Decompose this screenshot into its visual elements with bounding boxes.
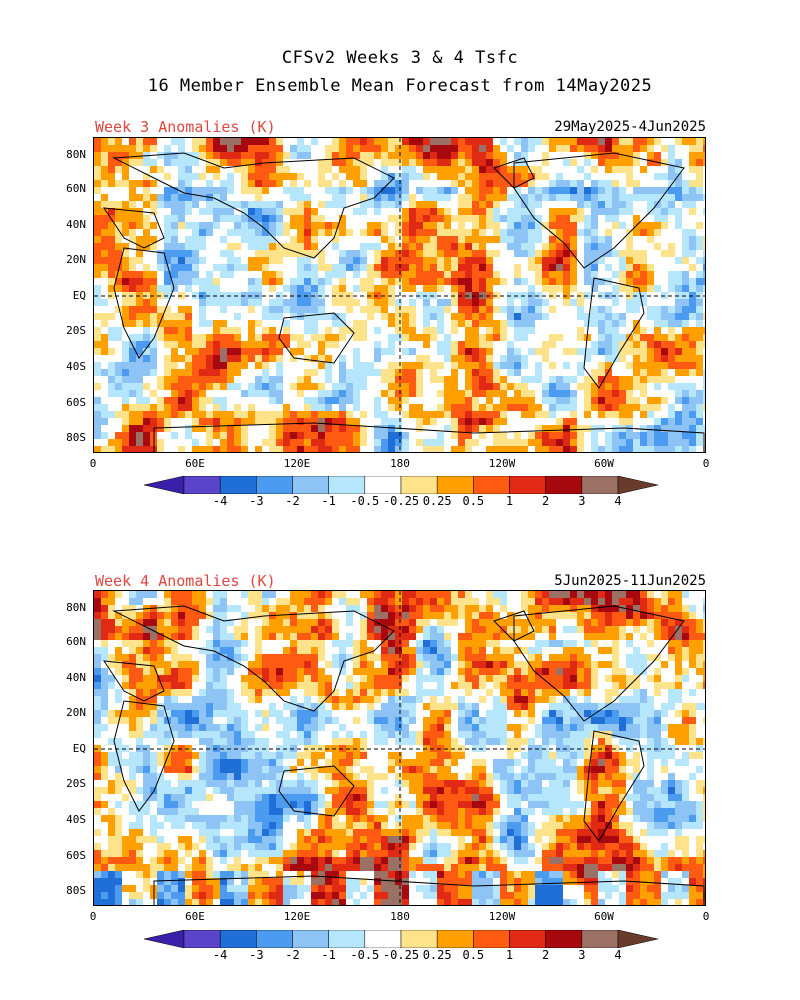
colorbar-tick-label: -4 bbox=[212, 948, 228, 962]
lon-tick-label: 0 bbox=[702, 910, 710, 923]
colorbar-swatch bbox=[509, 476, 546, 494]
title-line-2: 16 Member Ensemble Mean Forecast from 14… bbox=[147, 76, 653, 96]
colorbar-swatch bbox=[256, 930, 293, 948]
colorbar-swatch bbox=[581, 930, 619, 948]
colorbar-swatch bbox=[473, 930, 510, 948]
colorbar-tick-label: 1 bbox=[505, 494, 514, 508]
lat-tick-label: 80S bbox=[66, 431, 86, 444]
colorbar-swatch bbox=[436, 930, 474, 948]
lat-tick-label: 40S bbox=[66, 360, 86, 373]
colorbar-tick-label: 1 bbox=[505, 948, 514, 962]
lat-tick-label: EQ bbox=[72, 289, 86, 302]
colorbar-swatch bbox=[183, 930, 221, 948]
week3-panel-label: Week 3 Anomalies (K) bbox=[95, 118, 276, 136]
lon-tick-label: 180 bbox=[390, 910, 410, 923]
lat-tick-label: 20S bbox=[66, 324, 86, 337]
colorbar-swatch bbox=[256, 476, 293, 494]
colorbar-tick-label: 4 bbox=[614, 948, 622, 962]
colorbar-swatch bbox=[292, 476, 329, 494]
lat-tick-label: 20N bbox=[66, 253, 86, 266]
lon-tick-label: 180 bbox=[390, 457, 410, 470]
colorbar-tick-label: -3 bbox=[249, 494, 264, 508]
colorbar-tick-label: -1 bbox=[321, 948, 336, 962]
week4-colorbar bbox=[144, 930, 658, 948]
lon-tick-label: 120E bbox=[283, 457, 311, 470]
lon-tick-label: 60W bbox=[594, 457, 614, 470]
colorbar-tick-label: 2 bbox=[542, 948, 550, 962]
lat-tick-label: 80N bbox=[66, 601, 86, 614]
colorbar-swatch bbox=[545, 930, 583, 948]
lat-tick-label: 60N bbox=[66, 635, 86, 648]
colorbar-tick-label: 0.5 bbox=[462, 948, 485, 962]
colorbar-swatch bbox=[328, 930, 366, 948]
week4-panel-dates: 5Jun2025-11Jun2025 bbox=[554, 573, 706, 589]
week3-colorbar bbox=[144, 476, 658, 494]
colorbar-swatch bbox=[328, 476, 366, 494]
colorbar-tick-label: 3 bbox=[578, 494, 586, 508]
colorbar-tick-label: -0.25 bbox=[382, 494, 420, 508]
colorbar-swatch bbox=[292, 930, 329, 948]
week3-panel-dates: 29May2025-4Jun2025 bbox=[554, 119, 706, 135]
lon-tick-label: 120W bbox=[488, 910, 516, 923]
colorbar-swatch bbox=[473, 476, 510, 494]
lat-tick-label: EQ bbox=[72, 742, 86, 755]
colorbar-swatch bbox=[400, 930, 438, 948]
lon-tick-label: 0 bbox=[89, 910, 97, 923]
lat-tick-label: 40N bbox=[66, 218, 86, 231]
colorbar-tick-label: -0.5 bbox=[350, 494, 380, 508]
lat-tick-label: 40S bbox=[66, 813, 86, 826]
lat-tick-label: 20S bbox=[66, 777, 86, 790]
lat-tick-label: 80N bbox=[66, 148, 86, 161]
colorbar-tick-label: -1 bbox=[321, 494, 336, 508]
lon-tick-label: 0 bbox=[702, 457, 710, 470]
colorbar-tick-label: -0.25 bbox=[382, 948, 420, 962]
lat-tick-label: 80S bbox=[66, 884, 86, 897]
colorbar-swatch bbox=[364, 930, 402, 948]
colorbar-tick-label: -2 bbox=[285, 494, 300, 508]
colorbar-min-arrow bbox=[144, 930, 185, 948]
lat-tick-label: 40N bbox=[66, 671, 86, 684]
colorbar-swatch bbox=[219, 930, 257, 948]
lon-tick-label: 60W bbox=[594, 910, 614, 923]
colorbar-swatch bbox=[581, 476, 619, 494]
colorbar-tick-label: -3 bbox=[249, 948, 264, 962]
lat-tick-label: 20N bbox=[66, 706, 86, 719]
colorbar-swatch bbox=[219, 476, 257, 494]
week3-anomaly-map bbox=[93, 137, 706, 453]
colorbar-tick-label: 4 bbox=[614, 494, 622, 508]
colorbar-swatch bbox=[509, 930, 546, 948]
title-line-1: CFSv2 Weeks 3 & 4 Tsfc bbox=[281, 48, 519, 68]
anomaly-field bbox=[94, 138, 705, 452]
colorbar-tick-label: 3 bbox=[578, 948, 586, 962]
colorbar-max-arrow bbox=[617, 930, 658, 948]
lat-tick-label: 60S bbox=[66, 849, 86, 862]
colorbar-tick-label: 0.25 bbox=[422, 948, 452, 962]
colorbar-swatch bbox=[545, 476, 583, 494]
lon-tick-label: 60E bbox=[185, 457, 205, 470]
colorbar-tick-label: -0.5 bbox=[350, 948, 380, 962]
colorbar-max-arrow bbox=[617, 476, 658, 494]
lon-tick-label: 120E bbox=[283, 910, 311, 923]
colorbar-tick-label: 0.5 bbox=[462, 494, 485, 508]
lat-tick-label: 60N bbox=[66, 182, 86, 195]
colorbar-swatch bbox=[183, 476, 221, 494]
lat-tick-label: 60S bbox=[66, 396, 86, 409]
colorbar-swatch bbox=[400, 476, 438, 494]
colorbar-swatch bbox=[436, 476, 474, 494]
colorbar-tick-label: 2 bbox=[542, 494, 550, 508]
lon-tick-label: 0 bbox=[89, 457, 97, 470]
colorbar-tick-label: -4 bbox=[212, 494, 228, 508]
lon-tick-label: 120W bbox=[488, 457, 516, 470]
colorbar-tick-label: 0.25 bbox=[422, 494, 452, 508]
colorbar-tick-label: -2 bbox=[285, 948, 300, 962]
week4-anomaly-map bbox=[93, 590, 706, 906]
anomaly-field bbox=[94, 591, 705, 905]
colorbar-swatch bbox=[364, 476, 402, 494]
colorbar-min-arrow bbox=[144, 476, 185, 494]
week4-panel-label: Week 4 Anomalies (K) bbox=[95, 572, 276, 590]
lon-tick-label: 60E bbox=[185, 910, 205, 923]
